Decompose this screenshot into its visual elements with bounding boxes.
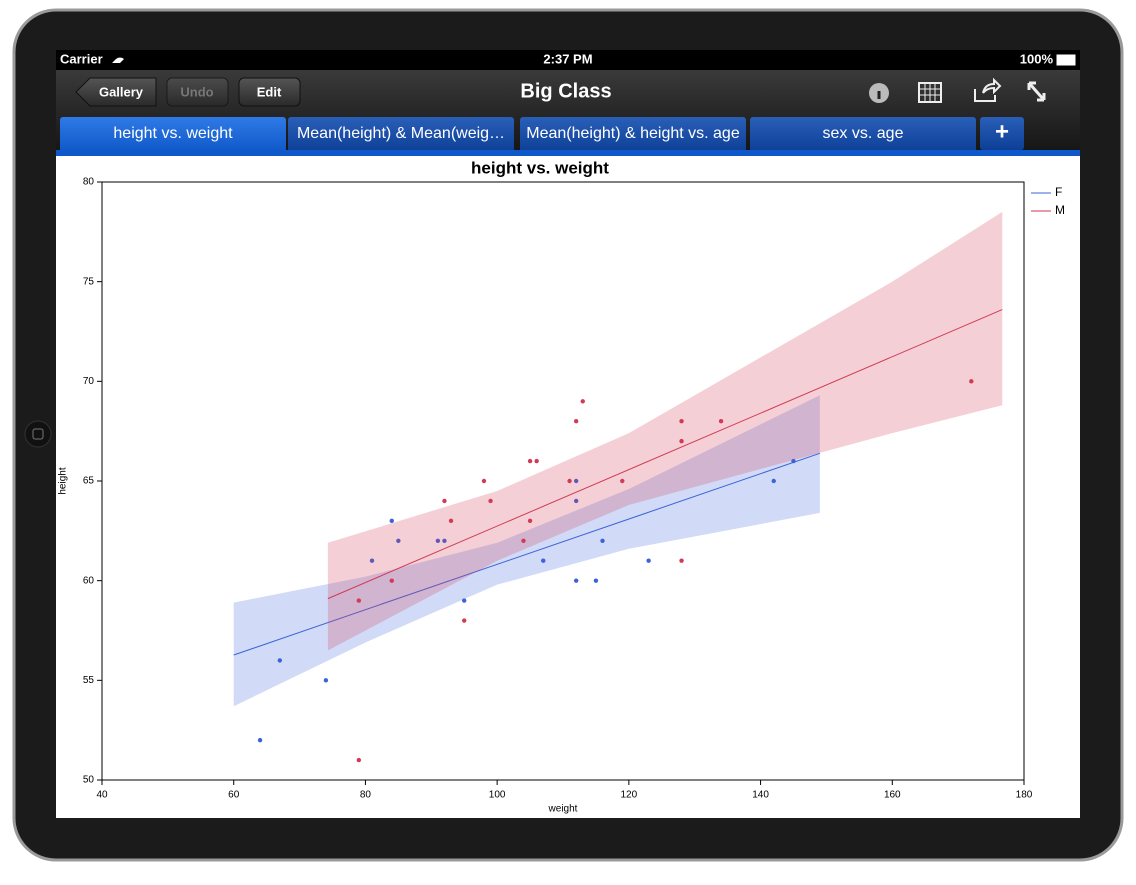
display — [56, 50, 1080, 818]
battery-level: 100% — [1020, 51, 1054, 66]
x-tick-label: 40 — [96, 790, 108, 801]
legend-label: F — [1055, 185, 1062, 199]
fit-line — [233, 452, 821, 656]
point — [541, 558, 546, 563]
point — [481, 478, 487, 484]
point — [462, 598, 467, 603]
tab-label[interactable]: sex vs. age — [823, 125, 904, 142]
point — [573, 478, 579, 484]
point — [573, 498, 579, 504]
home-button[interactable] — [24, 420, 52, 448]
point — [389, 518, 394, 524]
status-bar — [56, 50, 1080, 70]
add-tab-label[interactable]: + — [995, 118, 1009, 145]
point — [389, 578, 394, 583]
fit-line — [327, 309, 1003, 600]
x-tick-label: 100 — [489, 790, 506, 801]
x-tick-label: 160 — [884, 790, 901, 801]
x-axis-label: weight — [548, 804, 578, 815]
point — [679, 438, 684, 444]
edit-label[interactable]: Edit — [257, 84, 282, 99]
share-icon[interactable] — [974, 77, 1002, 102]
point — [521, 538, 526, 543]
undo-label[interactable]: Undo — [180, 84, 213, 99]
point — [600, 538, 605, 543]
point — [573, 419, 579, 424]
point — [277, 658, 283, 663]
confidence-band — [327, 211, 1003, 651]
point — [435, 538, 441, 543]
point — [580, 399, 585, 404]
x-tick-label: 140 — [752, 790, 769, 801]
legend-label: M — [1055, 203, 1065, 217]
tab[interactable] — [750, 117, 976, 152]
point — [573, 578, 579, 583]
point — [718, 419, 724, 424]
tab[interactable] — [288, 117, 514, 152]
point — [771, 478, 776, 484]
point — [646, 558, 651, 563]
y-axis-label: height — [58, 467, 69, 494]
point — [369, 558, 375, 563]
gallery-button[interactable] — [75, 77, 157, 107]
home-icon — [32, 428, 44, 440]
point — [356, 598, 362, 603]
point — [527, 518, 533, 524]
point — [488, 498, 493, 504]
y-tick-label: 80 — [83, 177, 95, 188]
point — [462, 618, 467, 623]
point — [527, 458, 533, 464]
y-tick-label: 65 — [83, 476, 95, 487]
point — [534, 458, 539, 464]
add-tab-button[interactable] — [980, 117, 1024, 150]
chart: height vs. weight weight height 40 60 80 100 12… — [58, 158, 1065, 814]
tab[interactable] — [520, 117, 746, 152]
edit-button[interactable] — [238, 77, 301, 107]
undo-button[interactable] — [166, 77, 229, 107]
y-tick-label: 60 — [83, 575, 95, 586]
y-tick-label: 70 — [83, 376, 95, 387]
point — [567, 478, 572, 484]
point — [620, 478, 625, 484]
y-tick-label: 75 — [83, 276, 95, 287]
battery-icon — [1056, 54, 1076, 66]
y-tick-label: 50 — [83, 775, 95, 786]
point — [442, 498, 447, 504]
point — [969, 379, 974, 384]
grid-icon-lines — [919, 83, 941, 102]
y-tick-label: 55 — [83, 675, 95, 686]
tab-label[interactable]: Mean(height) & height vs. age — [526, 125, 740, 142]
x-tick-label: 80 — [360, 790, 372, 801]
point — [442, 538, 447, 543]
tab-underline — [56, 150, 1080, 156]
fullscreen-icon[interactable] — [1027, 81, 1046, 102]
x-tick-label: 120 — [621, 790, 638, 801]
point — [323, 678, 329, 683]
tab-label[interactable]: Mean(height) & Mean(weig… — [297, 125, 505, 142]
carrier: Carrier — [60, 51, 103, 66]
document-title: Big Class — [520, 80, 611, 102]
point — [791, 458, 796, 464]
point — [396, 538, 401, 543]
point — [257, 737, 263, 743]
point — [679, 558, 684, 563]
tab-label[interactable]: height vs. weight — [113, 125, 233, 142]
gallery-label[interactable]: Gallery — [99, 84, 144, 99]
point — [679, 419, 684, 424]
info-glyph — [877, 91, 881, 99]
tab[interactable] — [60, 117, 286, 152]
tab-bar: height vs. weight Mean(height) & Mean(wei… — [60, 117, 976, 152]
point — [593, 578, 599, 583]
point — [356, 757, 362, 763]
point — [448, 518, 454, 524]
chart-title: height vs. weight — [471, 158, 609, 177]
confidence-band — [233, 395, 820, 707]
x-tick-label: 60 — [228, 790, 240, 801]
x-tick-label: 180 — [1016, 790, 1033, 801]
wifi-icon — [112, 57, 124, 63]
plot-frame — [101, 181, 1025, 781]
clock: 2:37 PM — [543, 51, 592, 66]
